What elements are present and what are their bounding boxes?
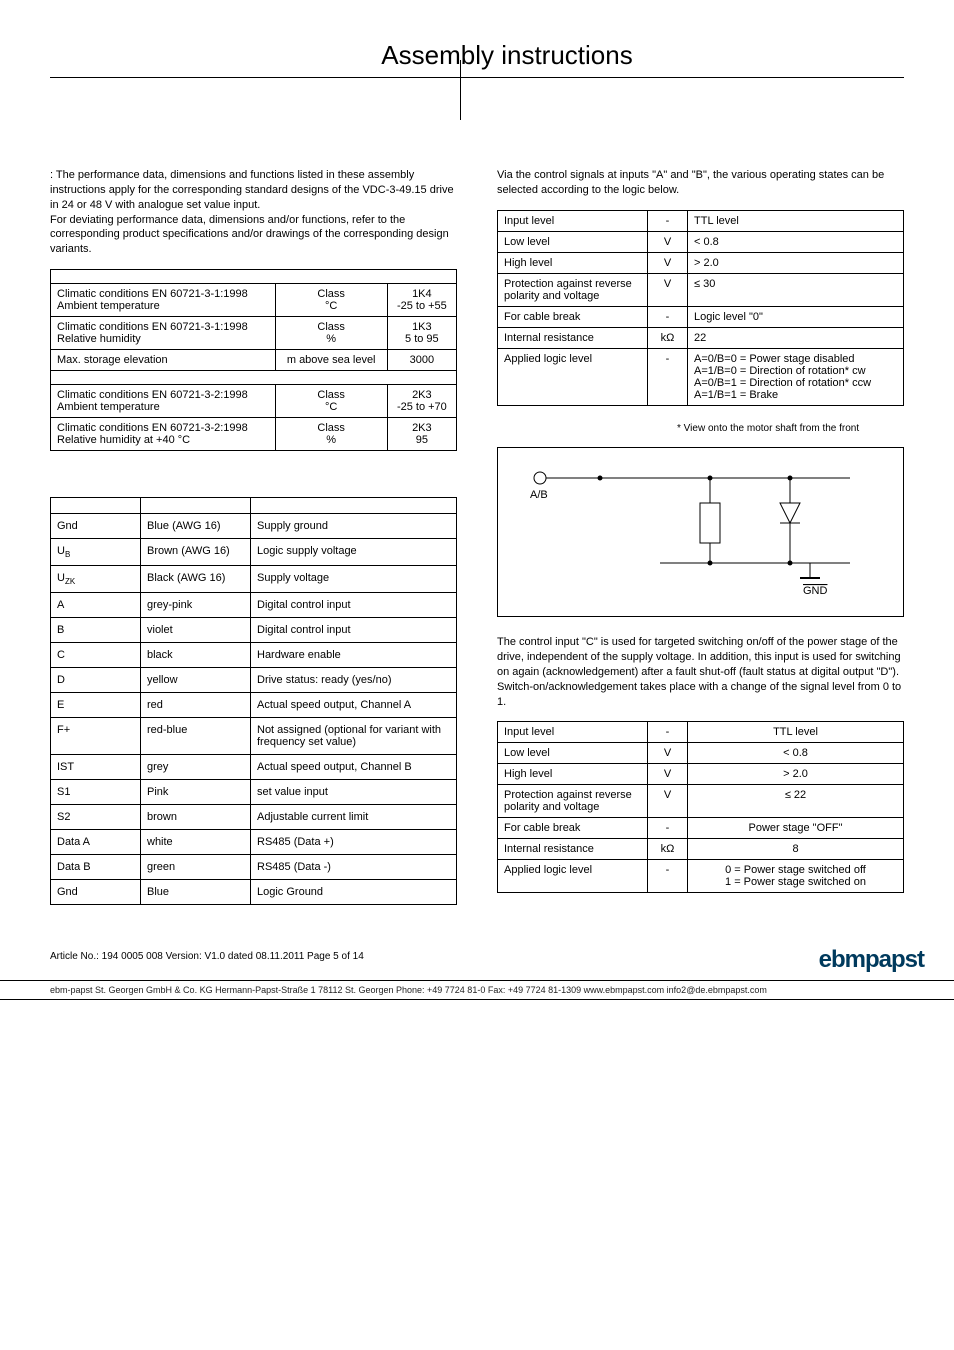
diagram-label-ab: A/B	[530, 489, 548, 501]
ab-intro: Via the control signals at inputs "A" an…	[497, 168, 904, 198]
brand-logo: ebmpapst	[819, 946, 924, 974]
c-intro: The control input "C" is used for target…	[497, 635, 904, 709]
diagram-label-gnd: GND	[803, 585, 828, 597]
pins-table: GndBlue (AWG 16)Supply ground UBBrown (A…	[50, 497, 457, 905]
ab-circuit-diagram: A/B GND	[497, 447, 904, 617]
c-table: Input level-TTL level Low levelV< 0.8 Hi…	[497, 721, 904, 893]
ab-table: Input level-TTL level Low levelV< 0.8 Hi…	[497, 210, 904, 406]
page-title: Assembly instructions	[321, 40, 632, 71]
footer-strip: ebm-papst St. Georgen GmbH & Co. KG Herm…	[0, 980, 954, 1000]
footer-line: Article No.: 194 0005 008 Version: V1.0 …	[50, 951, 364, 962]
ab-footnote: * View onto the motor shaft from the fro…	[497, 422, 904, 436]
env-table-storage: Climatic conditions EN 60721-3-1:1998 Am…	[50, 269, 457, 451]
intro-note: : The performance data, dimensions and f…	[50, 168, 457, 257]
